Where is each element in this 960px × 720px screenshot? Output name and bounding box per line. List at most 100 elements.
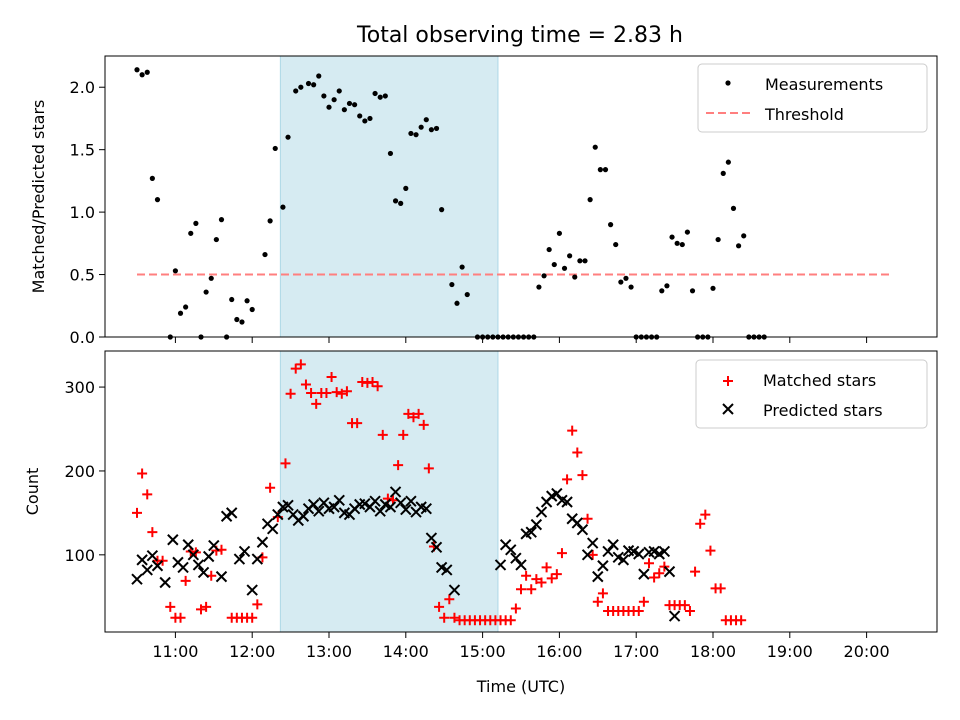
matched-point [546,573,557,584]
predicted-point [668,610,681,622]
matched-point [247,612,258,623]
matched-point [311,398,322,409]
matched-point [572,447,583,458]
matched-point [321,387,332,398]
legend-measurement-marker [725,80,731,86]
matched-point [306,387,317,398]
matched-point [352,418,363,429]
matched-point [175,612,186,623]
predicted-point [141,564,153,576]
x-tick-label: 16:00 [536,642,582,661]
legend-threshold-label: Threshold [764,105,844,124]
predicted-point [394,497,407,509]
measurement-point [664,283,670,289]
measurement-point [387,150,394,157]
predicted-point [369,495,381,507]
matched-point [165,601,176,612]
x-tick-label: 14:00 [383,642,429,661]
measurement-point [608,222,614,228]
predicted-point [441,564,453,576]
y-tick-label: 1.5 [70,141,95,160]
measurement-point [234,316,240,323]
measurement-point [331,97,337,103]
axes-frame [104,55,938,338]
matched-point [577,470,588,481]
measurement-point [285,134,291,140]
measurement-point [454,300,460,306]
matched-point [649,572,660,583]
measurement-point [203,289,209,295]
y-tick-label: 200 [64,462,95,481]
measurement-point [669,234,675,240]
measurement-point [546,246,552,253]
matched-point [444,594,455,605]
measurement-point [725,159,731,165]
matched-point [295,359,306,370]
predicted-point [202,550,215,563]
matched-point [398,429,409,440]
measurement-point [592,144,598,150]
measurement-point [193,220,199,226]
measurement-point [154,197,161,203]
matched-point [326,372,337,383]
predicted-point [384,501,397,513]
legend-box [695,359,928,429]
y-axis-label: Count [23,468,42,516]
predicted-point [494,559,507,571]
measurement-point [208,275,214,281]
predicted-point [617,554,630,566]
predicted-point [448,584,461,596]
predicted-point [638,568,650,580]
predicted-point [571,517,584,529]
predicted-point [551,487,563,500]
legend: Measurements Threshold [697,63,928,133]
measurement-point [229,296,235,303]
predicted-point [597,560,609,572]
matched-point [201,601,212,612]
measurement-point [730,205,737,211]
predicted-point [197,566,210,579]
predicted-point [272,508,284,521]
predicted-point [151,560,164,572]
matched-point [331,387,342,398]
measurement-point [613,241,619,248]
matched-point [695,518,706,529]
y-tick-label: 1.0 [70,203,95,222]
measurement-point [218,217,225,223]
matched-point [252,599,263,610]
predicted-point [220,510,233,522]
measurement-point [464,291,470,298]
matched-point [132,507,142,518]
legend: Matched stars Predicted stars [695,359,928,429]
measurement-point [398,200,404,206]
matched-point [715,583,726,594]
predicted-point [131,573,143,585]
measurement-point [659,288,665,294]
matched-point [736,615,747,626]
predicted-point [246,584,258,596]
measurement-point [267,218,273,224]
predicted-point [146,549,159,562]
measurement-point [710,285,716,291]
measurement-point [305,80,312,87]
predicted-point [256,536,269,548]
measurement-point [433,125,440,132]
predicted-point [576,523,589,536]
legend-predicted-label: Predicted stars [763,401,883,420]
matched-point [654,568,665,579]
measurement-point [449,281,455,288]
measurement-point [293,88,299,94]
measurement-point [623,275,629,281]
predicted-point [374,505,386,517]
matched-point [408,412,419,423]
predicted-point [400,503,412,516]
y-axis-label: Matched/Predicted stars [29,100,48,294]
measurement-point [139,72,145,78]
measurement-point [408,130,414,137]
x-tick-label: 19:00 [767,642,813,661]
predicted-point [328,501,340,513]
predicted-point [187,549,200,561]
predicted-point [282,499,294,512]
matched-point [147,527,158,538]
